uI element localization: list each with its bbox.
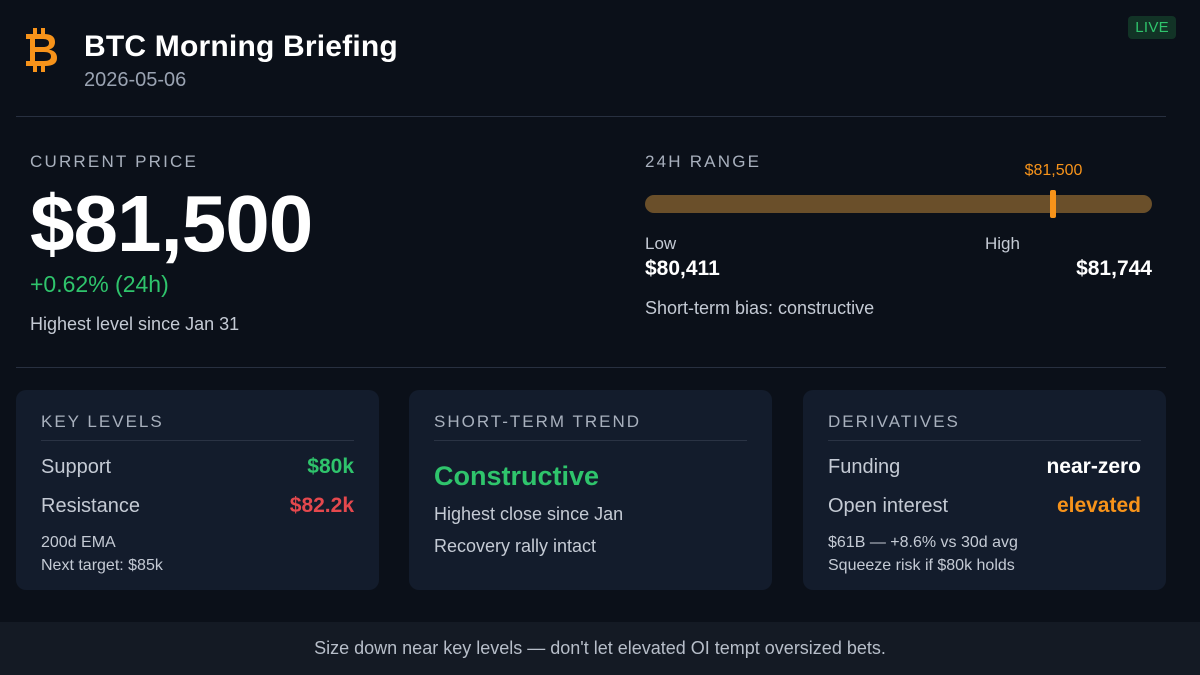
briefing-date: 2026-05-06 bbox=[84, 69, 187, 91]
range-low-label: Low bbox=[645, 234, 677, 253]
range-high-value: $81,744 bbox=[1076, 257, 1152, 280]
footer-tip: Size down near key levels — don't let el… bbox=[0, 622, 1200, 675]
trend-card: SHORT-TERM TREND Constructive Highest cl… bbox=[409, 390, 772, 590]
funding-value: near-zero bbox=[1046, 455, 1141, 478]
trend-line-1: Highest close since Jan bbox=[434, 504, 624, 524]
support-value: $80k bbox=[307, 455, 354, 478]
range-bar bbox=[645, 190, 1152, 218]
range-high-label: High bbox=[985, 234, 1020, 253]
open-interest-label: Open interest bbox=[828, 494, 949, 517]
open-interest-value: elevated bbox=[1056, 494, 1141, 517]
derivatives-note-oi: $61B — +8.6% vs 30d avg bbox=[828, 534, 1018, 551]
derivatives-note-squeeze: Squeeze risk if $80k holds bbox=[828, 557, 1015, 574]
key-levels-note-ema: 200d EMA bbox=[41, 534, 116, 551]
funding-row: Funding near-zero bbox=[828, 455, 1141, 479]
support-label: Support bbox=[41, 455, 112, 478]
current-price-value: $81,500 bbox=[30, 179, 313, 268]
page-title: BTC Morning Briefing bbox=[84, 30, 398, 63]
trend-line-2: Recovery rally intact bbox=[434, 536, 597, 556]
key-levels-card: KEY LEVELS Support $80k Resistance $82.2… bbox=[16, 390, 379, 590]
price-note: Highest level since Jan 31 bbox=[30, 314, 240, 334]
resistance-value: $82.2k bbox=[289, 494, 354, 517]
price-change: +0.62% (24h) bbox=[30, 271, 169, 297]
trend-status: Constructive bbox=[434, 461, 600, 491]
funding-label: Funding bbox=[828, 455, 901, 478]
resistance-row: Resistance $82.2k bbox=[41, 494, 354, 518]
key-levels-title: KEY LEVELS bbox=[41, 412, 354, 441]
support-row: Support $80k bbox=[41, 455, 354, 479]
header: BTC Morning Briefing 2026-05-06 LIVE bbox=[24, 16, 1176, 94]
bitcoin-icon bbox=[24, 28, 60, 72]
current-price-label: CURRENT PRICE bbox=[30, 152, 199, 171]
live-badge: LIVE bbox=[1128, 16, 1176, 39]
section-divider bbox=[16, 367, 1166, 368]
derivatives-card: DERIVATIVES Funding near-zero Open inter… bbox=[803, 390, 1166, 590]
open-interest-row: Open interest elevated bbox=[828, 494, 1141, 518]
range-label: 24H RANGE bbox=[645, 152, 762, 171]
range-current-marker bbox=[1050, 190, 1057, 218]
resistance-label: Resistance bbox=[41, 494, 140, 517]
header-divider bbox=[16, 116, 1166, 117]
short-term-bias: Short-term bias: constructive bbox=[645, 298, 875, 318]
key-levels-note-target: Next target: $85k bbox=[41, 557, 163, 574]
derivatives-title: DERIVATIVES bbox=[828, 412, 1141, 441]
trend-title: SHORT-TERM TREND bbox=[434, 412, 747, 441]
range-low-value: $80,411 bbox=[645, 257, 720, 280]
range-marker-label: $81,500 bbox=[1024, 162, 1083, 179]
